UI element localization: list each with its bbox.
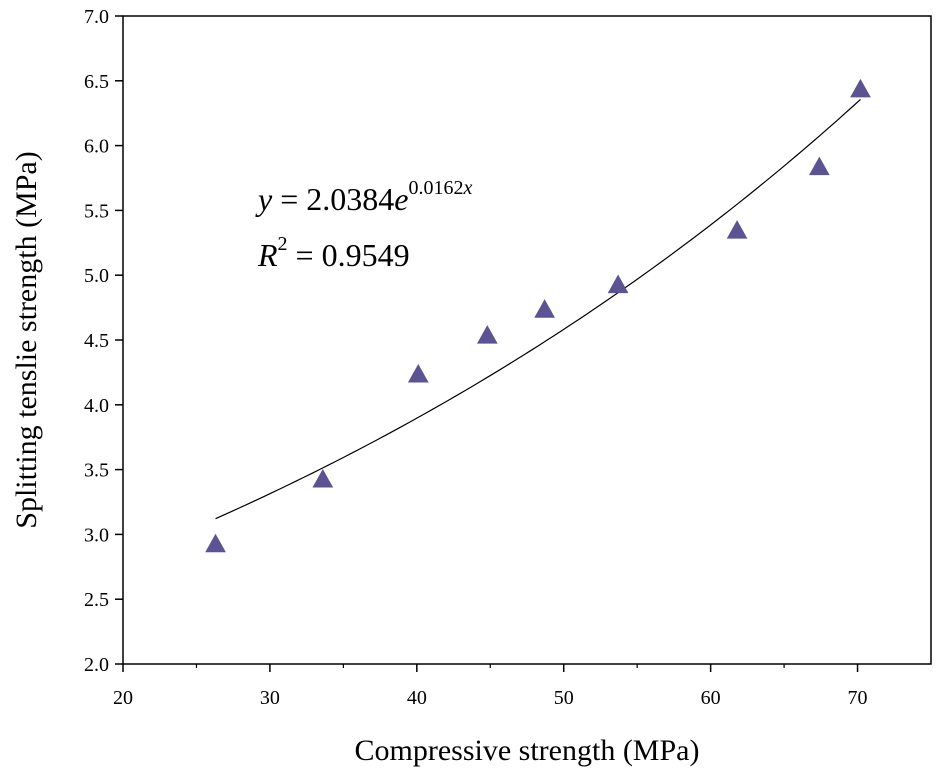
data-point xyxy=(534,299,555,318)
x-tick-label: 60 xyxy=(701,687,721,709)
y-tick-label: 7.0 xyxy=(84,6,109,28)
fit-curve xyxy=(215,99,861,520)
y-tick-label: 3.5 xyxy=(84,460,109,482)
fit-equation: y = 2.0384e0.0162x xyxy=(255,177,472,217)
x-tick-label: 30 xyxy=(260,687,280,709)
data-point xyxy=(407,363,429,383)
fit-layer xyxy=(215,99,861,520)
y-tick-label: 5.0 xyxy=(84,265,109,287)
y-tick-label: 2.5 xyxy=(84,589,109,611)
x-axis-title: Compressive strength (MPa) xyxy=(355,734,700,767)
y-tick-label: 6.5 xyxy=(84,71,109,93)
y-tick-label: 6.0 xyxy=(84,136,109,158)
data-point xyxy=(476,325,498,344)
data-point xyxy=(808,156,830,176)
y-axis-ticks: 2.0 2.5 3.0 3.5 4.0 4.5 5.0 5.5 6.0 6.5 7.0 xyxy=(84,6,123,676)
y-axis-title: Splitting tenslie strength (MPa) xyxy=(10,151,43,528)
fit-r-squared: R2 = 0.9549 xyxy=(257,233,410,273)
y-tick-label: 4.0 xyxy=(84,395,109,417)
x-tick-label: 40 xyxy=(407,687,427,709)
x-axis-ticks: 20 30 40 50 60 70 xyxy=(113,664,868,709)
data-point xyxy=(607,274,629,294)
plot-area xyxy=(122,15,932,665)
plot-frame xyxy=(122,15,932,665)
data-point xyxy=(312,468,334,488)
y-tick-label: 5.5 xyxy=(84,200,109,222)
data-point xyxy=(850,78,871,98)
x-tick-label: 20 xyxy=(113,687,133,709)
x-tick-label: 70 xyxy=(848,687,868,709)
y-tick-label: 4.5 xyxy=(84,330,109,352)
data-point xyxy=(205,533,226,553)
y-tick-label: 3.0 xyxy=(84,524,109,546)
x-tick-label: 50 xyxy=(554,687,574,709)
data-point xyxy=(726,220,748,239)
y-tick-label: 2.0 xyxy=(84,654,109,676)
data-points xyxy=(205,78,871,553)
